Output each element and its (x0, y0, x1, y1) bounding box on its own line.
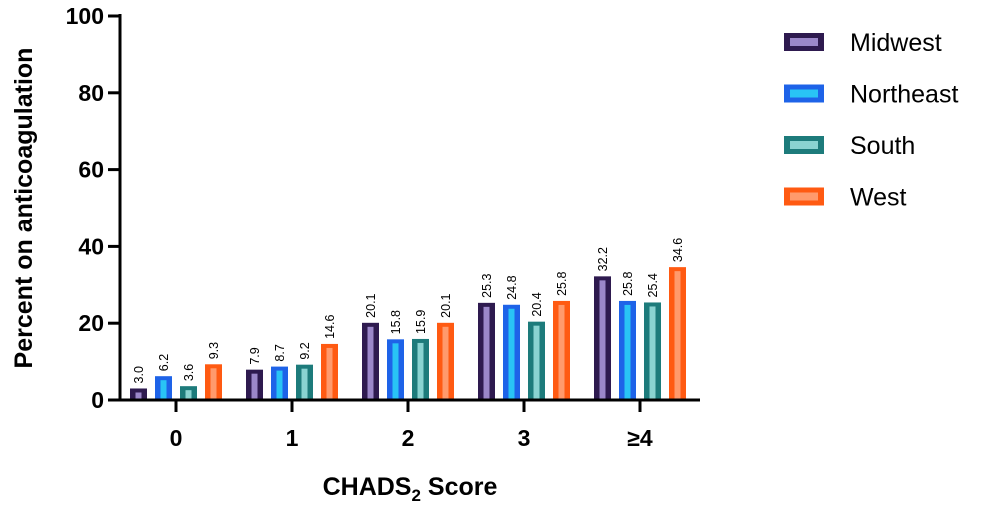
bar-highlight (624, 304, 631, 400)
legend-item-west: West (784, 184, 907, 212)
bar-midwest-2 (362, 322, 379, 400)
bar-northeast-1 (271, 366, 288, 400)
bar-highlight (185, 390, 192, 400)
bar-west-1 (321, 343, 338, 400)
x-tick-label: 3 (518, 425, 531, 451)
bar-northeast-3 (503, 304, 520, 400)
bar-highlight (649, 306, 656, 400)
data-label: 14.6 (323, 315, 337, 339)
data-label: 8.7 (273, 344, 287, 361)
plot-area: 3.0 6.2 3.6 9.3 7.9 8.7 9.2 14.6 20.1 15.8 15.9 20.… (130, 238, 686, 400)
bar-highlight (392, 343, 399, 400)
data-label: 9.3 (207, 342, 221, 359)
y-tick-label: 0 (91, 387, 104, 413)
bar-highlight (210, 368, 217, 400)
data-label: 25.8 (621, 272, 635, 296)
data-label: 15.8 (389, 310, 403, 334)
legend-label: South (850, 132, 915, 160)
y-tick-label: 60 (78, 157, 104, 183)
bar-highlight (442, 326, 449, 400)
bar-highlight (301, 368, 308, 400)
x-axis-label: CHADS2 Score (323, 473, 498, 505)
legend: Midwest Northeast South West (784, 29, 958, 212)
data-label: 6.2 (157, 354, 171, 371)
data-label: 34.6 (671, 238, 685, 262)
bar-midwest-1 (246, 369, 263, 400)
data-label: 25.3 (480, 273, 494, 297)
legend-item-midwest: Midwest (784, 29, 942, 57)
x-tick-label: 1 (286, 425, 299, 451)
legend-swatch-fill (790, 89, 818, 98)
bar-midwest-4 (594, 276, 611, 400)
bar-highlight (533, 325, 540, 400)
bar-west-3 (553, 300, 570, 400)
y-tick-label: 100 (66, 3, 104, 29)
legend-label: Midwest (850, 29, 942, 57)
legend-item-south: South (784, 132, 915, 160)
bar-highlight (417, 342, 424, 400)
legend-label: West (850, 184, 907, 212)
bar-south-2 (412, 338, 429, 400)
x-tick-label: ≥4 (627, 425, 653, 451)
data-label: 15.9 (414, 310, 428, 334)
bar-highlight (276, 370, 283, 400)
bar-highlight (367, 326, 374, 400)
bar-south-4 (644, 302, 661, 400)
bar-south-0 (180, 386, 197, 400)
bar-northeast-2 (387, 339, 404, 400)
data-label: 32.2 (596, 247, 610, 271)
bar-highlight (326, 347, 333, 400)
data-label: 24.8 (505, 275, 519, 299)
bar-west-4 (669, 267, 686, 400)
bar-midwest-3 (478, 302, 495, 400)
bar-highlight (599, 280, 606, 400)
x-tick-label: 0 (170, 425, 183, 451)
bar-northeast-4 (619, 300, 636, 400)
legend-swatch-fill (790, 192, 818, 201)
bar-south-1 (296, 364, 313, 400)
x-axis-label-subscript: 2 (412, 486, 421, 505)
bar-highlight (508, 308, 515, 400)
legend-swatch-fill (790, 38, 818, 46)
bar-south-3 (528, 321, 545, 400)
y-tick-label: 80 (78, 80, 104, 106)
bar-northeast-0 (155, 376, 172, 400)
bar-west-2 (437, 322, 454, 400)
x-axis-label-suffix: Score (421, 473, 498, 501)
legend-label: Northeast (850, 81, 958, 109)
y-tick-label: 20 (78, 310, 104, 336)
bar-highlight (251, 373, 258, 400)
data-label: 25.8 (555, 272, 569, 296)
bar-highlight (674, 271, 681, 400)
y-tick-label: 40 (78, 233, 104, 259)
data-label: 25.4 (646, 273, 660, 297)
x-axis-title: CHADS2 Score (323, 473, 498, 505)
bar-highlight (483, 306, 490, 400)
bar-west-0 (205, 364, 222, 400)
data-label: 3.0 (132, 366, 146, 383)
x-axis-label-main: CHADS (323, 473, 412, 501)
bar-midwest-0 (130, 388, 147, 400)
bar-highlight (160, 380, 167, 400)
axes: 0 20 40 60 80 100 0 1 2 3 ≥4 (66, 3, 700, 451)
data-label: 9.2 (298, 342, 312, 359)
x-tick-label: 2 (402, 425, 415, 451)
bar-highlight (135, 392, 142, 400)
y-axis-title: Percent on anticoagulation (10, 48, 38, 369)
data-label: 20.1 (439, 293, 453, 317)
bar-highlight (558, 304, 565, 400)
data-label: 20.1 (364, 293, 378, 317)
data-label: 20.4 (530, 292, 544, 316)
data-label: 3.6 (182, 364, 196, 381)
y-axis-label: Percent on anticoagulation (10, 48, 38, 369)
data-label: 7.9 (248, 347, 262, 364)
legend-swatch-fill (790, 141, 818, 149)
legend-item-northeast: Northeast (784, 81, 958, 109)
